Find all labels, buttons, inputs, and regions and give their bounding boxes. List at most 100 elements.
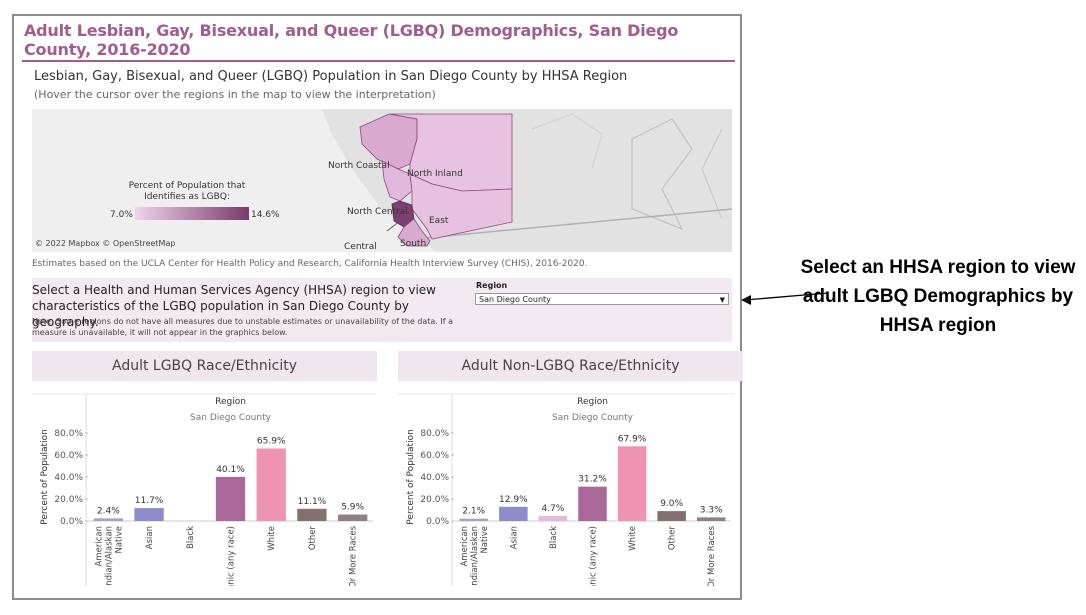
bar	[538, 515, 568, 521]
x-tick-label: American Indian/Alaskan Native	[460, 526, 490, 586]
map-label-east: East	[429, 216, 449, 226]
chart-header-value: San Diego County	[552, 413, 634, 423]
x-tick-label: Black	[549, 526, 559, 549]
bar	[134, 508, 164, 521]
dashboard-frame: Adult Lesbian, Gay, Bisexual, and Queer …	[12, 14, 743, 600]
dashboard-title: Adult Lesbian, Gay, Bisexual, and Queer …	[24, 21, 679, 59]
x-tick-label-line: Native	[114, 526, 124, 554]
x-tick-label: Hispanic (any race)	[227, 526, 237, 586]
chart-title: Adult LGBQ Race/Ethnicity	[111, 358, 297, 374]
y-tick-label: 40.0%	[54, 473, 83, 483]
bar	[215, 476, 246, 521]
x-tick-label-line: 2 Or More Races	[349, 525, 359, 586]
region-selector-panel: Select a Health and Human Services Agenc…	[32, 278, 732, 342]
map-label-south: South	[400, 239, 427, 249]
x-tick-label-line: Black	[186, 526, 196, 549]
bar	[459, 518, 489, 521]
x-tick-label-line: White	[267, 526, 277, 551]
bar-value-label: 5.9%	[341, 503, 364, 513]
callout-text: Select an HHSA region to view adult LGBQ…	[800, 257, 1076, 336]
y-tick-label: 0.0%	[426, 517, 449, 527]
bar-value-label: 2.1%	[462, 507, 485, 517]
bar-value-label: 40.1%	[216, 465, 245, 475]
map-label-north-central: North Central	[347, 207, 408, 217]
y-tick-label: 20.0%	[420, 495, 449, 505]
map-label-north-coastal: North Coastal	[328, 161, 390, 171]
non-lgbq-race-chart-plot[interactable]: Region San Diego County Percent of Populat…	[398, 381, 735, 586]
bar	[657, 511, 686, 521]
bar	[337, 514, 368, 521]
bar-value-label: 2.4%	[97, 506, 120, 516]
x-tick-label-line: Native	[480, 526, 490, 554]
x-tick-label: Hispanic (any race)	[589, 526, 599, 586]
map-credit[interactable]: © 2022 Mapbox © OpenStreetMap	[35, 239, 176, 248]
bar-value-label: 3.3%	[700, 505, 723, 515]
x-tick-label: Other	[308, 526, 318, 551]
chart-header: Adult LGBQ Race/Ethnicity	[32, 351, 377, 381]
bar	[696, 517, 726, 521]
bar-value-label: 65.9%	[257, 437, 286, 447]
region-map[interactable]: Percent of Population that Identifies as…	[32, 109, 732, 252]
map-subtitle: (Hover the cursor over the regions in th…	[34, 88, 436, 101]
region-dropdown[interactable]: San Diego County ▼	[475, 293, 729, 305]
x-tick-label-line: White	[628, 526, 638, 551]
bar-value-label: 11.7%	[135, 496, 164, 506]
x-tick-label: White	[628, 526, 638, 551]
border-line	[413, 208, 732, 240]
y-tick-label: 60.0%	[54, 451, 83, 461]
non-lgbq-race-chart: Adult Non-LGBQ Race/Ethnicity Region San …	[398, 351, 743, 586]
x-tick-label-line: Other	[668, 526, 678, 551]
x-tick-label-line: Hispanic (any race)	[227, 526, 237, 586]
map-canvas[interactable]	[32, 109, 732, 252]
y-axis-label: Percent of Population	[40, 429, 50, 525]
bar-value-label: 67.9%	[618, 434, 647, 444]
bar	[617, 446, 647, 521]
lgbq-race-chart-plot[interactable]: Region San Diego County Percent of Populat…	[32, 381, 377, 586]
y-tick-label: 80.0%	[420, 429, 449, 439]
y-tick-label: 40.0%	[420, 473, 449, 483]
bar-value-label: 31.2%	[578, 475, 607, 485]
region-south[interactable]	[397, 218, 431, 247]
chart-header-label: Region	[577, 397, 608, 407]
map-title: Lesbian, Gay, Bisexual, and Queer (LGBQ)…	[34, 69, 628, 84]
selector-note: Note: Some regions do not have all measu…	[32, 317, 454, 337]
chart-header: Adult Non-LGBQ Race/Ethnicity	[398, 351, 743, 381]
y-tick-label: 80.0%	[54, 429, 83, 439]
map-label-north-inland: North Inland	[407, 169, 463, 179]
region-east[interactable]	[409, 173, 513, 240]
y-tick-label: 0.0%	[60, 517, 83, 527]
x-tick-label: Other	[668, 526, 678, 551]
bar-value-label: 9.0%	[660, 499, 683, 509]
bar	[578, 486, 607, 521]
x-tick-label-line: Asian	[145, 526, 155, 549]
x-tick-label: Asian	[509, 526, 519, 549]
region-north-central[interactable]	[381, 160, 413, 202]
chart-header-value: San Diego County	[190, 413, 272, 423]
x-tick-label: Black	[186, 526, 196, 549]
terrain-line	[701, 128, 723, 220]
title-divider	[22, 60, 735, 62]
bar	[499, 506, 528, 521]
x-tick-label-line: Black	[549, 526, 559, 549]
bar-value-label: 12.9%	[499, 495, 528, 505]
source-note: Estimates based on the UCLA Center for H…	[32, 259, 588, 269]
chart-title: Adult Non-LGBQ Race/Ethnicity	[461, 358, 680, 374]
x-tick-label: Asian	[145, 526, 155, 549]
terrain-line	[531, 113, 603, 170]
x-tick-label-line: 2 Or More Races	[707, 525, 717, 586]
chart-header-label: Region	[215, 397, 246, 407]
callout-arrowhead	[741, 295, 751, 305]
bar	[297, 508, 327, 521]
x-tick-label: 2 Or More Races	[349, 525, 359, 586]
region-dropdown-value: San Diego County	[479, 295, 551, 304]
bar-value-label: 4.7%	[541, 504, 564, 514]
legend-gradient	[135, 207, 249, 220]
region-label: Region	[476, 281, 508, 290]
chevron-down-icon[interactable]: ▼	[719, 296, 725, 304]
x-tick-label-line: Other	[308, 526, 318, 551]
y-tick-label: 60.0%	[420, 451, 449, 461]
x-tick-label-line: American	[460, 526, 470, 566]
x-tick-label-line: Asian	[509, 526, 519, 549]
x-tick-label-line: Indian/Alaskan	[470, 526, 480, 586]
legend-title: Percent of Population that Identifies as…	[128, 181, 246, 202]
